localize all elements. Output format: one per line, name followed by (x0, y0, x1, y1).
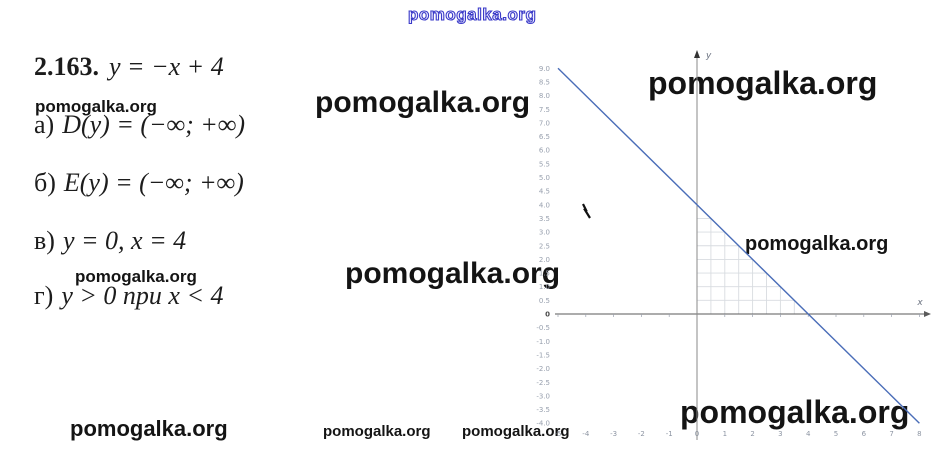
solution-item-a: а) D(y) = (−∞; +∞) (34, 110, 245, 140)
watermark: pomogalka.org (407, 5, 537, 24)
y-tick-label: 2.5 (539, 242, 550, 250)
solution-item-v: в) y = 0, x = 4 (34, 226, 186, 256)
watermark: pomogalka.org (462, 423, 570, 440)
y-tick-label: 4.5 (539, 188, 550, 196)
y-tick-label: 3.0 (539, 229, 550, 237)
y-tick-label: 5.0 (539, 174, 550, 182)
item-formula: D(y) = (−∞; +∞) (62, 110, 246, 139)
x-tick-label: 5 (834, 430, 838, 438)
y-tick-label: 7.5 (539, 106, 550, 114)
y-tick-label: -2.0 (536, 365, 550, 373)
watermark: pomogalka.org (75, 267, 197, 286)
watermark: pomogalka.org (680, 394, 910, 430)
item-label: в) (34, 226, 55, 255)
function-graph: x y 9.0 8.5 8.0 7.5 7.0 6.5 6.0 5.5 5.0 4.5 4.0 3.5 3.… (536, 50, 931, 440)
problem-title: 2.163. y = −x + 4 (34, 52, 224, 82)
y-tick-label: 1.0 (539, 283, 550, 291)
y-tick-label: 6.0 (539, 147, 550, 155)
y-tick-label: 8.0 (539, 92, 550, 100)
watermark: pomogalka.org (745, 233, 889, 255)
x-axis-label: x (916, 298, 923, 308)
x-tick-label: 0 (695, 430, 699, 438)
y-tick-label: -0.5 (536, 324, 550, 332)
y-axis-label: y (705, 51, 712, 61)
x-tick-label: -2 (638, 430, 645, 438)
y-axis-arrow (694, 50, 700, 58)
item-formula: E(y) = (−∞; +∞) (63, 168, 244, 197)
x-tick-label: 7 (889, 430, 893, 438)
y-tick-label: -3.5 (536, 406, 550, 414)
x-tick-label: -1 (666, 430, 673, 438)
y-tick-label: 0.5 (539, 297, 550, 305)
watermark: pomogalka.org (35, 97, 157, 116)
item-formula: y = 0, x = 4 (62, 226, 187, 255)
y-tick-label: 1.5 (539, 270, 550, 278)
y-tick-label: 2.0 (539, 256, 550, 264)
y-tick-label: -1.0 (536, 338, 550, 346)
x-axis-arrow (924, 311, 931, 317)
y-tick-label: 5.5 (539, 160, 550, 168)
y-tick-label: 9.0 (539, 65, 550, 73)
problem-number: 2.163. (34, 52, 99, 81)
item-label: г) (34, 281, 54, 310)
y-tick-label: -1.5 (536, 351, 550, 359)
y-tick-label: -4.0 (536, 420, 550, 428)
y-tick-label: 7.0 (539, 119, 550, 127)
y-tick-label: 4.0 (539, 201, 550, 209)
function-line (557, 67, 920, 424)
y-tick-label: 0 (545, 311, 550, 319)
y-tick-label: 6.5 (539, 133, 550, 141)
y-tick-label: -2.5 (536, 379, 550, 387)
y-tick-label: 8.5 (539, 78, 550, 86)
problem-equation: y = −x + 4 (109, 52, 224, 81)
cursor-mark (582, 203, 591, 219)
solution-item-b: б) E(y) = (−∞; +∞) (34, 168, 244, 198)
y-tick-label: -3.0 (536, 392, 550, 400)
watermark: pomogalka.org (315, 86, 531, 119)
watermark: pomogalka.org (70, 416, 228, 441)
x-tick-label: 3 (778, 430, 782, 438)
solution-item-g: г) y > 0 при x < 4 (34, 281, 224, 311)
x-tick-label: 4 (806, 430, 811, 438)
x-tick-label: 8 (917, 430, 921, 438)
watermark: pomogalka.org (345, 257, 561, 290)
item-label: а) (34, 110, 55, 139)
item-formula: y > 0 при x < 4 (61, 281, 224, 310)
watermark: pomogalka.org (648, 65, 878, 101)
x-tick-label: 2 (750, 430, 754, 438)
watermark: pomogalka.org (323, 423, 431, 440)
x-tick-label: -4 (582, 430, 590, 438)
x-tick-label: 6 (862, 430, 867, 438)
item-label: б) (34, 168, 56, 197)
y-tick-label: 3.5 (539, 215, 550, 223)
x-tick-label: -3 (610, 430, 617, 438)
x-tick-label: -5 (555, 430, 562, 438)
x-tick-label: 1 (723, 430, 727, 438)
